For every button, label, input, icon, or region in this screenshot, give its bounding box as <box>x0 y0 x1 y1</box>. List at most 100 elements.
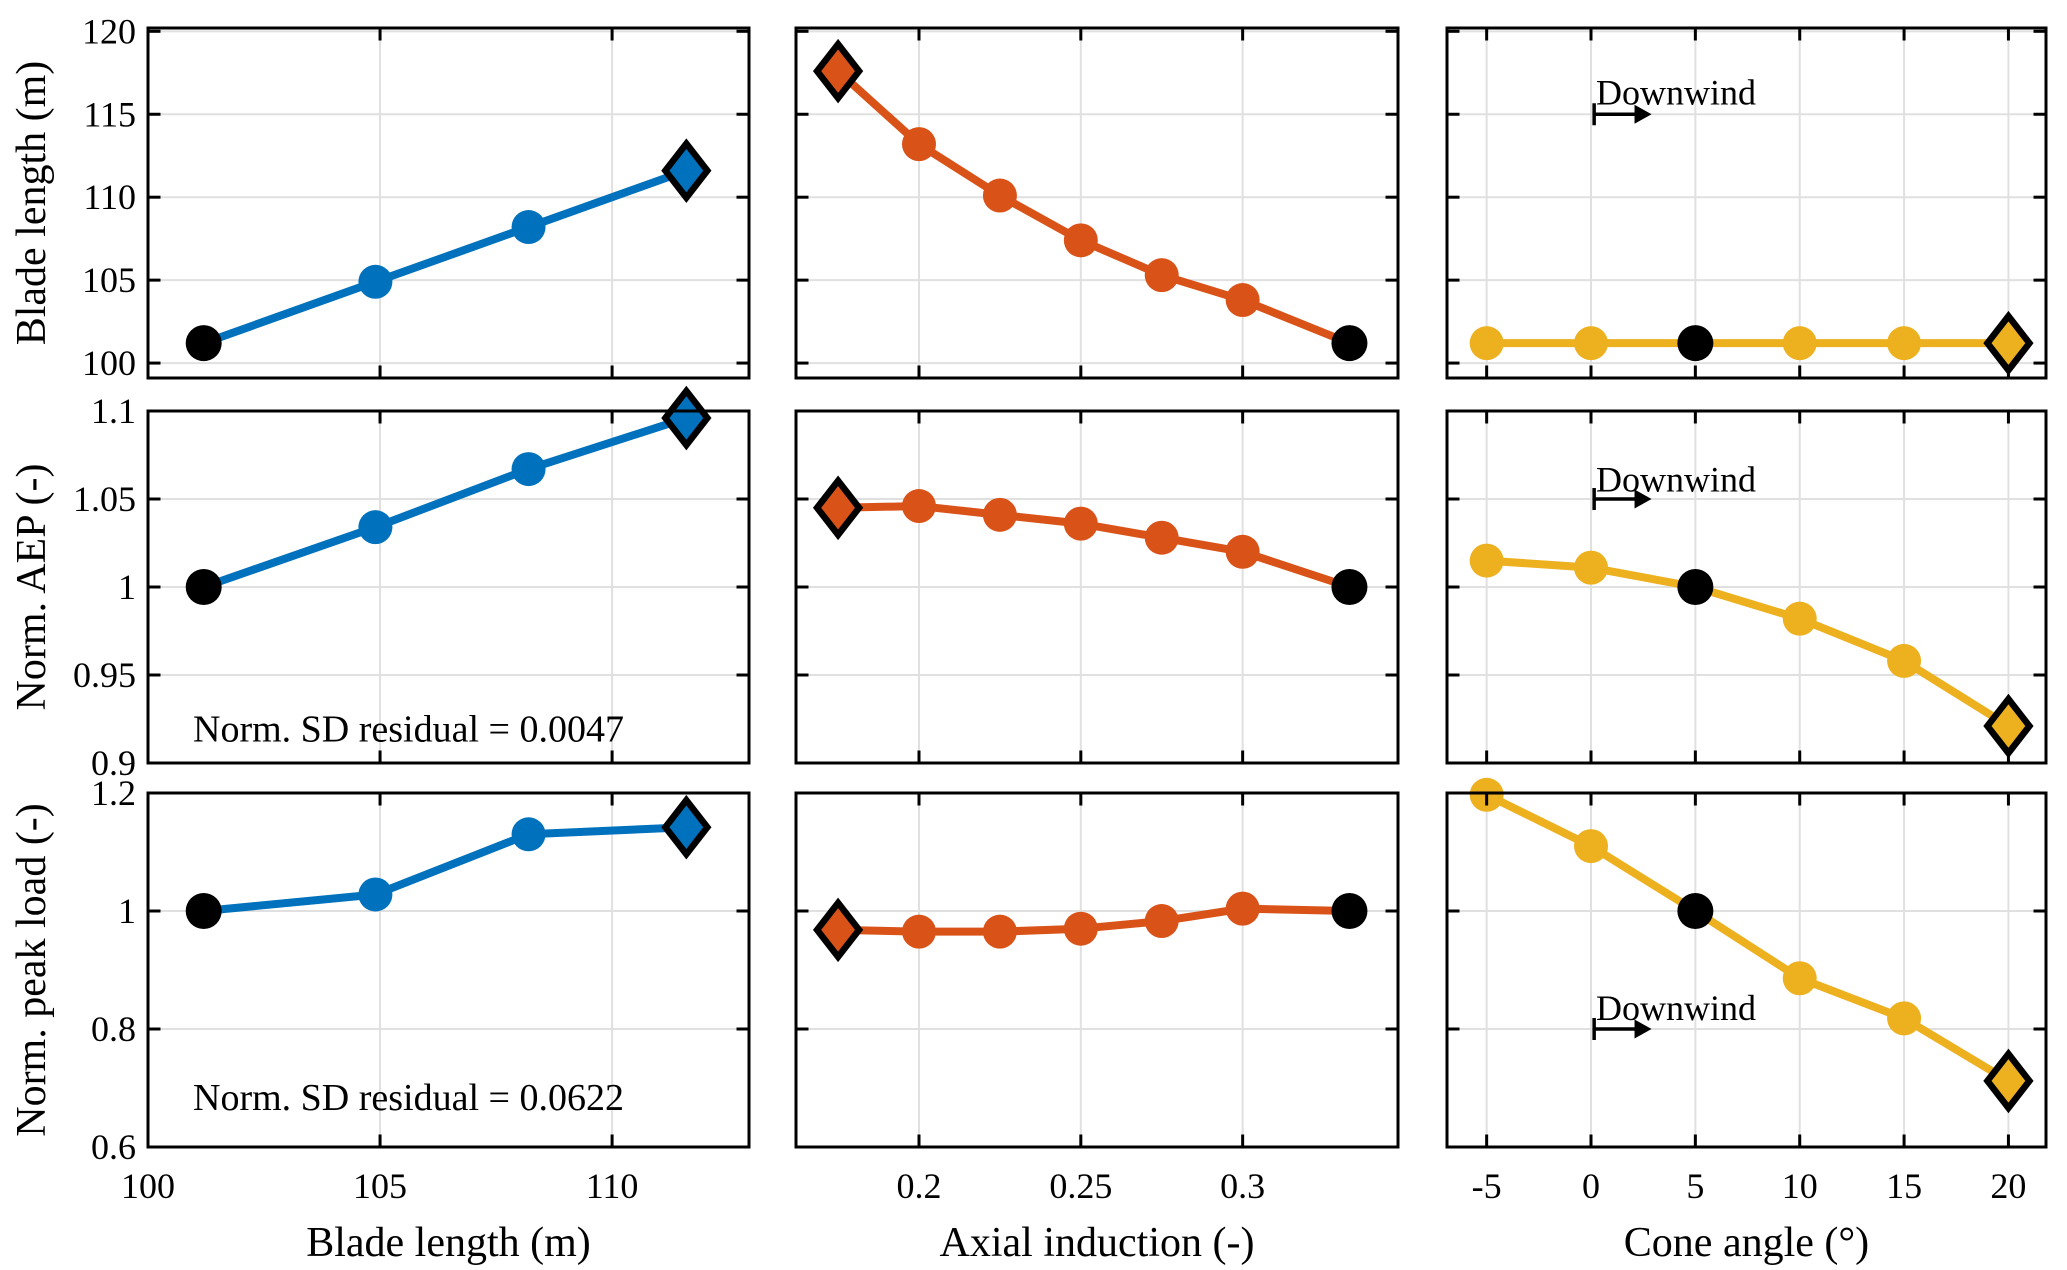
axes-border <box>794 409 1400 765</box>
tick-marks <box>797 409 1397 765</box>
axes-border <box>146 26 751 380</box>
sweep-circle-marker <box>1063 223 1098 258</box>
sweep-circle-marker <box>1887 643 1922 678</box>
axes-border <box>1445 409 2048 765</box>
baseline-circle-marker <box>1331 893 1368 929</box>
x-axis-title: Cone angle (°) <box>1624 1220 1869 1266</box>
y-tick-label: 100 <box>82 343 136 383</box>
baseline-circle-marker <box>1331 569 1368 605</box>
gridlines <box>796 792 1398 1148</box>
sweep-circle-marker <box>1225 534 1260 569</box>
y-tick-label: 0.9 <box>91 743 136 783</box>
baseline-circle-marker <box>185 569 222 605</box>
optimum-diamond-marker <box>661 385 712 451</box>
x-tick-label: 110 <box>586 1166 639 1206</box>
tick-marks <box>146 409 748 765</box>
x-axis-title: Blade length (m) <box>306 1220 591 1266</box>
y-tick-label: 1 <box>118 891 136 931</box>
sweep-circle-marker <box>1782 961 1817 996</box>
x-tick-label: 0.25 <box>1049 1166 1112 1206</box>
annotation-text: Downwind <box>1596 460 1756 500</box>
optimum-diamond-marker <box>812 897 864 963</box>
tick-marks <box>1448 409 2045 765</box>
baseline-circle-marker <box>185 325 222 362</box>
y-tick-label: 1.05 <box>73 479 136 519</box>
optimum-diamond-marker <box>812 38 864 104</box>
sweep-circle-marker <box>1574 550 1609 585</box>
y-tick-label: 105 <box>82 260 136 300</box>
tick-marks <box>146 29 748 377</box>
panel-r2c3: Downwind <box>1445 409 2048 765</box>
x-tick-label: 5 <box>1686 1166 1704 1206</box>
downwind-arrow-icon <box>1592 488 1652 510</box>
sweep-circle-marker <box>982 178 1017 213</box>
gridlines <box>1447 792 2046 1148</box>
y-tick-label: 1 <box>118 567 136 607</box>
optimum-diamond-marker <box>812 475 864 541</box>
tick-marks <box>146 791 748 1149</box>
sweep-circle-marker <box>901 127 936 162</box>
downwind-arrow-icon <box>1592 1018 1652 1040</box>
x-tick-label: 0 <box>1582 1166 1600 1206</box>
panel-r2c2 <box>794 409 1400 765</box>
series-line <box>199 166 691 348</box>
optimum-diamond-marker <box>661 138 712 203</box>
tick-marks <box>1448 791 2045 1149</box>
panel-r3c3: Downwind -5 0 5 10 15 20 Cone angle (°) <box>1445 777 2048 1266</box>
y-tick-label: 110 <box>83 177 136 217</box>
y-tick-label: 1.2 <box>91 773 136 813</box>
panel-r3c2: 0.2 0.25 0.3 Axial induction (-) <box>794 791 1400 1266</box>
series-line <box>834 67 1354 348</box>
axes-border <box>146 791 751 1149</box>
series-line <box>199 414 691 591</box>
sweep-circle-marker <box>1782 326 1817 361</box>
y-tick-label: 115 <box>83 94 136 134</box>
sweep-circle-marker <box>1469 326 1504 361</box>
arrow-head <box>1634 1019 1652 1039</box>
sweep-circle-marker <box>982 497 1017 532</box>
panel-r1c3: Downwind <box>1445 26 2048 380</box>
baseline-circle-marker <box>1677 325 1714 362</box>
sweep-circle-marker <box>511 452 546 487</box>
y-axis-title: Blade length (m) <box>9 61 55 346</box>
y-tick-label: 0.95 <box>73 655 136 695</box>
sweep-circle-marker <box>1063 506 1098 541</box>
sweep-circle-marker <box>1144 520 1179 555</box>
x-axis-title: Axial induction (-) <box>940 1220 1255 1266</box>
sweep-circle-marker <box>511 210 546 245</box>
baseline-circle-marker <box>1677 569 1714 605</box>
sweep-circle-marker <box>358 510 393 545</box>
sweep-circle-marker <box>1469 543 1504 578</box>
x-tick-label: -5 <box>1472 1166 1502 1206</box>
series-line <box>199 823 691 915</box>
arrow-head <box>1634 104 1652 124</box>
baseline-circle-marker <box>185 893 222 929</box>
tick-marks <box>1448 29 2045 377</box>
baseline-circle-marker <box>1677 893 1714 929</box>
series-line <box>1482 790 2013 1085</box>
x-tick-label: 100 <box>121 1166 175 1206</box>
annotation-text: Downwind <box>1596 73 1756 113</box>
sweep-circle-marker <box>358 877 393 912</box>
x-tick-label: 20 <box>1990 1166 2026 1206</box>
y-tick-label: 0.8 <box>91 1009 136 1049</box>
y-tick-label: 1.1 <box>91 391 136 431</box>
sweep-circle-marker <box>901 914 936 949</box>
axes-border <box>1445 791 2048 1149</box>
panel-r3c1: Norm. SD residual = 0.0622 0.6 0.8 1 1.2 Norm… <box>9 773 751 1266</box>
tick-marks <box>797 29 1397 377</box>
series-line <box>1482 556 2013 731</box>
panel-r2c1: Norm. SD residual = 0.0047 0.9 0.95 1 1.05 1.… <box>9 385 751 783</box>
axes-border <box>1445 26 2048 380</box>
sweep-circle-marker <box>511 817 546 852</box>
x-tick-label: 105 <box>353 1166 407 1206</box>
x-tick-label: 10 <box>1782 1166 1818 1206</box>
sweep-circle-marker <box>1782 601 1817 636</box>
optimum-diamond-marker <box>661 794 712 860</box>
panel-r1c1: 100 105 110 115 120 Blade length (m) <box>9 11 751 383</box>
arrow-head <box>1634 489 1652 509</box>
downwind-arrow-icon <box>1592 103 1652 126</box>
panel-r1c2 <box>794 26 1400 380</box>
